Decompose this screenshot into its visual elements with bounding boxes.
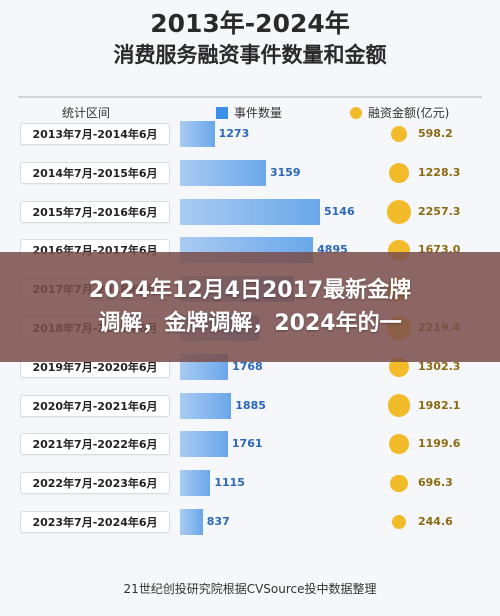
- count-value-label: 1115: [214, 476, 245, 490]
- row-label: 2021年7月-2022年6月: [20, 433, 170, 456]
- overlay-line-2: 调解，金牌调解，2024年的一: [98, 311, 402, 336]
- count-value-label: 1885: [235, 398, 266, 412]
- count-bar: [180, 431, 228, 458]
- amount-value-label: 1228.3: [418, 165, 461, 179]
- legend-amount-swatch: [350, 106, 362, 119]
- count-value-label: 1768: [232, 359, 263, 373]
- overlay-line-1: 2024年12月4日2017最新金牌: [88, 278, 412, 303]
- count-value-label: 5146: [324, 204, 355, 218]
- amount-dot: [389, 434, 409, 455]
- title-divider: [18, 96, 482, 98]
- chart-subtitle: 消费服务融资事件数量和金额: [113, 43, 387, 67]
- count-bar: [180, 198, 320, 225]
- amount-dot: [387, 199, 411, 224]
- chart-title: 2013年-2024年: [150, 9, 350, 38]
- source-note: 21世纪创投研究院根据CVSource投中数据整理: [123, 582, 377, 596]
- count-bar: [180, 509, 203, 535]
- amount-value-label: 598.2: [418, 127, 453, 140]
- amount-dot: [389, 162, 409, 183]
- amount-value-label: 1982.1: [418, 398, 461, 412]
- row-label: 2014年7月-2015年6月: [20, 161, 170, 184]
- count-bar: [180, 392, 232, 419]
- count-bar: [180, 121, 215, 147]
- count-value-label: 3159: [269, 165, 301, 179]
- header-period-label: 统计区间: [62, 106, 111, 120]
- headline-overlay: 2024年12月4日2017最新金牌 调解，金牌调解，2024年的一: [0, 252, 500, 362]
- row-label: 2022年7月-2023年6月: [20, 472, 170, 495]
- chart-title-block: 2013年-2024年 消费服务融资事件数量和金额: [0, 8, 500, 70]
- count-bar: [180, 470, 211, 497]
- legend-count-swatch: [216, 106, 228, 119]
- row-label: 2023年7月-2024年6月: [20, 511, 170, 533]
- header-period: 统计区间: [62, 104, 110, 121]
- row-label: 2015年7月-2016年6月: [20, 200, 170, 223]
- legend-count: 事件数量: [216, 104, 282, 121]
- count-value-label: 1761: [231, 437, 263, 451]
- row-label: 2020年7月-2021年6月: [20, 394, 170, 417]
- amount-value-label: 1199.6: [418, 437, 461, 451]
- amount-dot: [390, 125, 408, 143]
- amount-value-label: 244.6: [418, 515, 453, 528]
- amount-value-label: 2257.3: [418, 204, 461, 218]
- legend-amount: 融资金额(亿元): [350, 104, 449, 121]
- amount-dot: [387, 394, 411, 418]
- amount-dot: [392, 515, 406, 529]
- row-label: 2013年7月-2014年6月: [20, 123, 170, 145]
- count-value-label: 1273: [218, 127, 250, 140]
- amount-dot: [390, 474, 408, 492]
- count-bar: [180, 159, 266, 186]
- amount-value-label: 1302.3: [418, 359, 461, 373]
- legend-amount-label: 融资金额(亿元): [368, 106, 450, 120]
- legend-count-label: 事件数量: [234, 106, 283, 120]
- amount-value-label: 696.3: [418, 476, 453, 490]
- count-value-label: 837: [206, 515, 230, 528]
